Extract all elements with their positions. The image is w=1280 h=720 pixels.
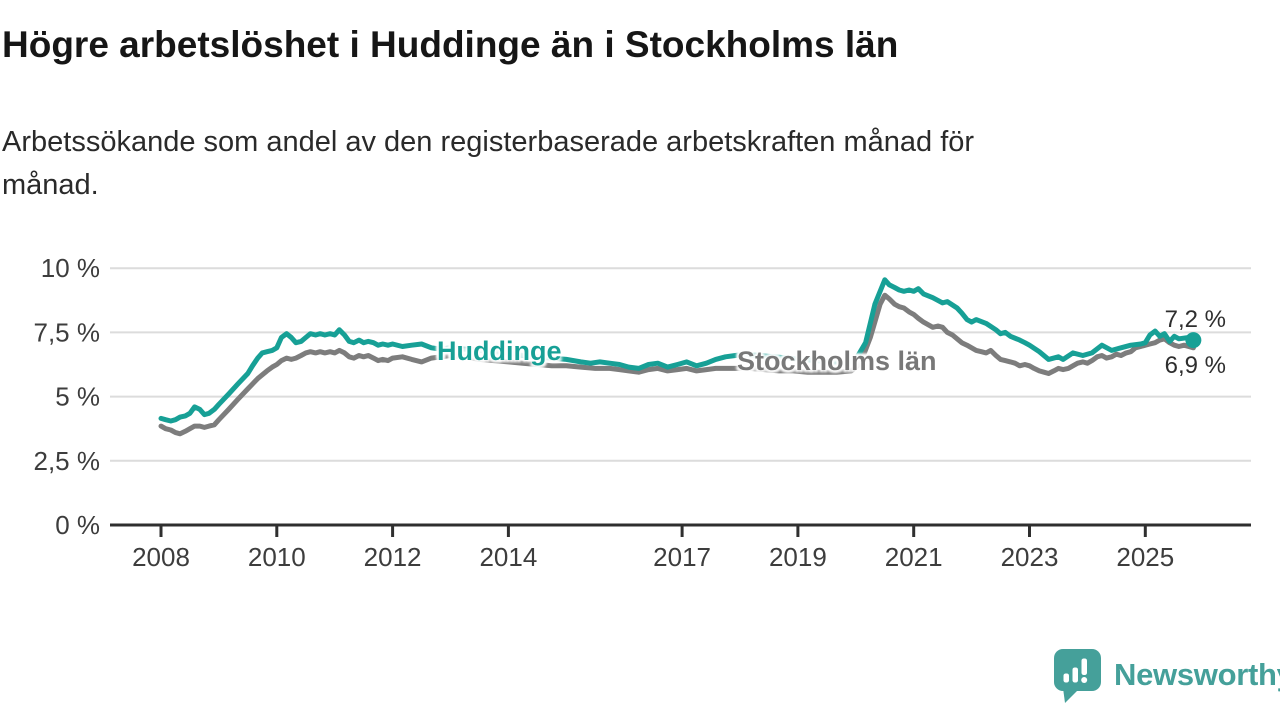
y-axis-tick-label: 5 % [55, 382, 100, 412]
x-axis-tick-label: 2008 [132, 542, 190, 572]
newsworthy-logo: Newsworthy [1053, 648, 1280, 704]
x-axis-tick-label: 2012 [364, 542, 422, 572]
x-axis-tick-label: 2021 [885, 542, 943, 572]
end-value-huddinge: 7,2 % [1164, 306, 1226, 333]
x-axis-tick-label: 2014 [479, 542, 537, 572]
series-line-huddinge [158, 277, 1196, 424]
x-axis-tick-label: 2017 [653, 542, 711, 572]
x-axis-tick-label: 2023 [1001, 542, 1059, 572]
chart-title: Högre arbetslöshet i Huddinge än i Stock… [2, 24, 899, 65]
y-axis-tick-label: 2,5 % [34, 446, 101, 476]
chart-subtitle-line-2: månad. [2, 169, 99, 201]
x-axis-tick-label: 2025 [1116, 542, 1174, 572]
y-axis-tick-label: 7,5 % [34, 317, 101, 347]
newsworthy-logo-icon [1054, 649, 1101, 703]
series-end-dot-huddinge [1185, 332, 1202, 349]
chart-subtitle: Arbetssökande som andel av den registerb… [2, 121, 974, 207]
x-axis-tick-label: 2019 [769, 542, 827, 572]
y-axis-tick-label: 0 % [55, 510, 100, 540]
end-value-stockholm: 6,9 % [1164, 352, 1226, 379]
series-line-stockholms-l-n [158, 292, 1196, 437]
x-axis-tick-label: 2010 [248, 542, 306, 572]
chart-subtitle-line-1: Arbetssökande som andel av den registerb… [2, 126, 975, 158]
series-label-huddinge: Huddinge [437, 336, 562, 366]
y-axis-tick-label: 10 % [41, 253, 100, 283]
series-label-stockholm: Stockholms län [737, 346, 937, 376]
newsworthy-logo-text: Newsworthy [1114, 657, 1280, 692]
